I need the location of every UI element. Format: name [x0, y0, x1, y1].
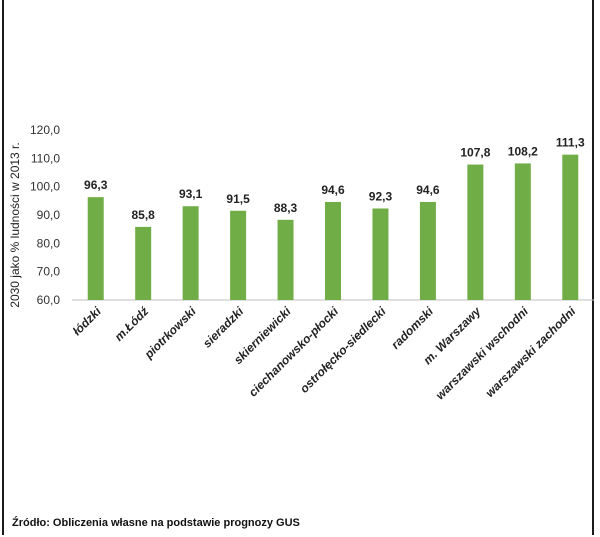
bar — [135, 226, 152, 300]
bar-value-label: 107,8 — [460, 146, 490, 160]
y-tick-label: 60,0 — [37, 293, 61, 307]
bar-value-label: 85,8 — [132, 208, 156, 222]
x-tick-label: ostrołęcko-siedlecki — [297, 304, 389, 396]
y-tick-label: 110,0 — [31, 151, 60, 165]
y-tick-label: 80,0 — [37, 236, 61, 250]
value-labels: 96,3 85,8 93,1 91,5 88,3 94,6 92,3 94,6 107,8 108… — [84, 136, 585, 222]
bar-value-label: 96,3 — [84, 178, 108, 192]
bar — [277, 219, 294, 300]
bar — [514, 163, 531, 300]
bar — [467, 164, 484, 300]
bar-value-label: 92,3 — [369, 189, 393, 203]
bar-value-label: 94,6 — [321, 183, 345, 197]
x-tick-label: radomski — [388, 304, 436, 352]
x-tick-label: sieradzki — [200, 304, 247, 351]
x-tick-label: m.Łódź — [112, 304, 152, 344]
y-axis-ticks: 60,0 70,0 80,0 90,0 100,0 110,0 120,0 — [30, 123, 60, 307]
bar — [230, 210, 247, 300]
y-tick-label: 100,0 — [30, 180, 60, 194]
y-tick-label: 90,0 — [37, 208, 61, 222]
x-tick-label: warszawski zachodni — [483, 304, 579, 400]
bar-value-label: 93,1 — [179, 187, 203, 201]
x-tick-label: piotrkowski — [141, 304, 199, 362]
bar — [372, 208, 389, 300]
bar — [325, 201, 341, 300]
bar-value-label: 91,5 — [226, 192, 250, 206]
source-note: Źródło: Obliczenia własne na podstawie p… — [12, 517, 300, 529]
y-axis-label: 2030 jako % ludności w 2013 r. — [8, 142, 22, 307]
bar — [182, 206, 199, 300]
bar — [87, 197, 104, 300]
bar-value-label: 94,6 — [416, 183, 440, 197]
bar-value-label: 111,3 — [556, 136, 585, 150]
x-tick-label: warszawski wschodni — [433, 304, 532, 403]
bar-value-label: 88,3 — [274, 201, 298, 215]
bar — [419, 201, 436, 300]
x-tick-label: łódzki — [70, 304, 104, 338]
bar-value-label: 108,2 — [508, 144, 538, 158]
bar — [562, 154, 579, 300]
y-tick-label: 120,0 — [30, 123, 60, 137]
bars — [87, 154, 579, 300]
y-tick-label: 70,0 — [37, 265, 61, 279]
x-tick-label: ciechanowsko-płocki — [246, 304, 342, 400]
